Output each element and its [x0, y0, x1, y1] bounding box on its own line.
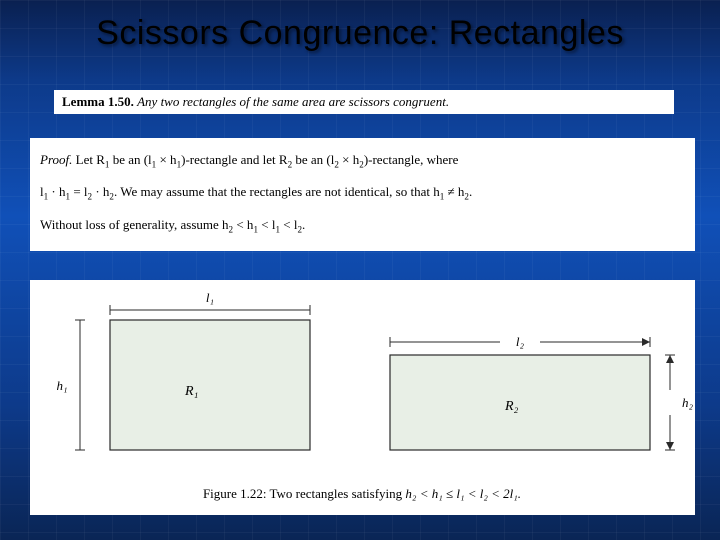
- slide-title: Scissors Congruence: Rectangles: [0, 14, 720, 53]
- r2-label: R₂: [504, 399, 519, 414]
- r1-width-label: l₁: [206, 290, 214, 305]
- proof-prefix: Proof.: [40, 152, 72, 167]
- lemma-label: Lemma 1.50.: [62, 94, 134, 109]
- r2-h-arrow-down: [666, 442, 674, 450]
- r2-l-arrow-right: [642, 338, 650, 346]
- figure-svg: l₁ h₁ R₁ l₂ h₂ R₂ Figure 1.22: Two recta…: [30, 280, 695, 515]
- proof-line-3: Without loss of generality, assume h2 < …: [40, 209, 685, 241]
- r2-width-label: l₂: [516, 334, 525, 349]
- proof-line-1: Proof. Let R1 be an (l1 × h1)-rectangle …: [40, 144, 685, 176]
- figure-caption: Figure 1.22: Two rectangles satisfying h…: [203, 486, 521, 501]
- r2-height-label: h₂: [682, 395, 694, 410]
- figure-block: l₁ h₁ R₁ l₂ h₂ R₂ Figure 1.22: Two recta…: [30, 280, 695, 515]
- rect-r1: [110, 320, 310, 450]
- r1-height-label: h₁: [56, 378, 67, 393]
- rect-r2: [390, 355, 650, 450]
- r1-label: R₁: [184, 384, 198, 399]
- lemma-statement: Any two rectangles of the same area are …: [137, 94, 449, 109]
- lemma-block: Lemma 1.50. Any two rectangles of the sa…: [54, 90, 674, 114]
- proof-block: Proof. Let R1 be an (l1 × h1)-rectangle …: [30, 138, 695, 251]
- proof-line-2: l1 · h1 = l2 · h2. We may assume that th…: [40, 176, 685, 208]
- r2-h-arrow-up: [666, 355, 674, 363]
